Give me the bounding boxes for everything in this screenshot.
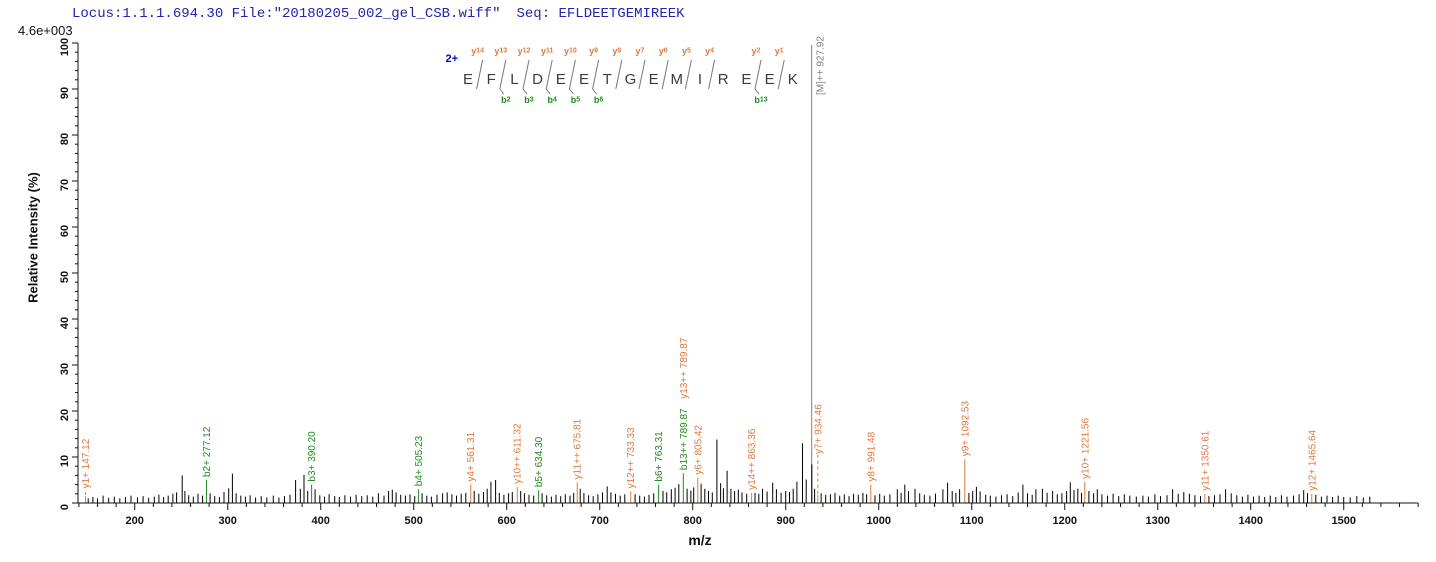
peak-label: y14++ 863.36 bbox=[747, 428, 758, 490]
precursor-charge-label: 2+ bbox=[445, 53, 458, 65]
x-tick-label: 600 bbox=[498, 515, 516, 527]
locus-file-text: Locus:1.1.1.694.30 File:"20180205_002_ge… bbox=[72, 6, 501, 22]
labeled-peaks: y1+ 147.12 b2+ 277.12 b3+ 390.20 b4+ 505.23… bbox=[81, 337, 1318, 503]
y-tick-label: 60 bbox=[59, 225, 71, 237]
peptide-residue: E bbox=[649, 71, 659, 88]
b-ion-ladder-label: b4 bbox=[547, 95, 557, 105]
y-tick-label: 80 bbox=[59, 133, 71, 145]
y-tick-label: 100 bbox=[59, 38, 71, 56]
peptide-residue: M bbox=[671, 71, 684, 88]
b-ion-ladder-label: b3 bbox=[524, 95, 534, 105]
y-tick-label: 30 bbox=[59, 363, 71, 375]
y-ion-ladder-label: y14 bbox=[471, 46, 484, 56]
peak-label: y1+ 147.12 bbox=[81, 438, 92, 488]
x-tick-label: 900 bbox=[777, 515, 795, 527]
y-ion-ladder-label: y2 bbox=[752, 46, 761, 56]
peptide-residue: E bbox=[765, 71, 775, 88]
y-ion-ladder-label: y1 bbox=[775, 46, 784, 56]
y-tick-label: 10 bbox=[59, 455, 71, 467]
x-tick-label: 700 bbox=[591, 515, 609, 527]
peak-label: b4+ 505.23 bbox=[414, 435, 425, 486]
peptide-residue: R bbox=[718, 71, 729, 88]
axes: 200 300 400 500 600 700 800 900 1000 1100 1200 1300… bbox=[59, 38, 1419, 527]
peak-label: y11++ 675.81 bbox=[573, 418, 584, 479]
peaks bbox=[87, 439, 1371, 503]
peptide-residue: I bbox=[698, 71, 702, 88]
precursor-label: [M]++ 927.92 bbox=[816, 36, 827, 95]
y-tick-label: 0 bbox=[59, 504, 71, 510]
seq-value: EFLDEETGEMIREEK bbox=[558, 6, 685, 22]
x-tick-label: 800 bbox=[684, 515, 702, 527]
y-ion-ladder-label: y11 bbox=[541, 46, 554, 56]
b-ion-ladder-label: b2 bbox=[501, 95, 511, 105]
seq-label: Seq: bbox=[516, 6, 559, 22]
y-ion-ladder-label: y10 bbox=[564, 46, 577, 56]
peptide-residue: E bbox=[463, 71, 473, 88]
peptide-residue: D bbox=[532, 71, 543, 88]
x-tick-label: 200 bbox=[126, 515, 144, 527]
peak-label: y6+ 805.42 bbox=[693, 424, 704, 474]
peptide-residue: K bbox=[788, 71, 798, 88]
peak-label: b5+ 634.30 bbox=[534, 436, 545, 487]
y-ion-ladder-label: y9 bbox=[589, 46, 598, 56]
y-tick-label: 90 bbox=[59, 87, 71, 99]
x-tick-label: 1300 bbox=[1145, 515, 1169, 527]
x-axis-label: m/z bbox=[688, 532, 712, 548]
y-ion-ladder-label: y13 bbox=[494, 46, 507, 56]
x-tick-label: 1200 bbox=[1052, 515, 1076, 527]
y-axis-label: Relative Intensity (%) bbox=[25, 172, 41, 303]
peak-label: y8+ 991.48 bbox=[866, 431, 877, 481]
peak-label: y12++ 733.33 bbox=[626, 427, 637, 489]
x-tick-label: 400 bbox=[312, 515, 330, 527]
peptide-residue: E bbox=[556, 71, 566, 88]
x-tick-label: 1000 bbox=[866, 515, 890, 527]
intensity-scale-label: 4.6e+003 bbox=[18, 23, 73, 38]
x-tick-label: 1500 bbox=[1331, 515, 1355, 527]
peak-label: y9+ 1092.53 bbox=[960, 401, 971, 457]
header-text: Locus:1.1.1.694.30 File:"20180205_002_ge… bbox=[72, 6, 685, 22]
peak-label: y4+ 561.31 bbox=[466, 431, 477, 481]
y-ion-ladder-label: y4 bbox=[705, 46, 714, 56]
x-tick-label: 1400 bbox=[1238, 515, 1262, 527]
y-tick-label: 70 bbox=[59, 179, 71, 191]
peak-label: y10++ 611.32 bbox=[513, 423, 524, 484]
peak-label: b3+ 390.20 bbox=[307, 431, 318, 482]
y-ion-ladder-label: y12 bbox=[518, 46, 531, 56]
peak-label: b13++ 789.87 bbox=[679, 408, 690, 470]
x-tick-label: 500 bbox=[405, 515, 423, 527]
peptide-residue: E bbox=[741, 71, 751, 88]
peptide-residue: F bbox=[487, 71, 496, 88]
x-tick-label: 300 bbox=[219, 515, 237, 527]
y-ion-ladder-label: y5 bbox=[682, 46, 691, 56]
b-ion-ladder-label: b6 bbox=[594, 95, 604, 105]
b-ion-ladder-label: b13 bbox=[754, 95, 767, 105]
peak-label: b2+ 277.12 bbox=[202, 426, 213, 477]
peak-label: b6+ 763.31 bbox=[654, 431, 665, 482]
peak-label: y12+ 1465.64 bbox=[1307, 429, 1318, 490]
peak-label: y13++ 789.87 bbox=[679, 337, 690, 399]
peak-label: y7+ 934.46 bbox=[813, 404, 824, 454]
y-tick-label: 50 bbox=[59, 271, 71, 283]
peak-label: y10+ 1221.56 bbox=[1080, 418, 1091, 479]
peak-label: y11+ 1350.61 bbox=[1200, 430, 1211, 491]
peptide-residue: T bbox=[603, 71, 612, 88]
y-tick-label: 40 bbox=[59, 317, 71, 329]
y-tick-label: 20 bbox=[59, 409, 71, 421]
y-ion-ladder-label: y6 bbox=[659, 46, 668, 56]
peptide-residue: L bbox=[510, 71, 518, 88]
precursor-marker: [M]++ 927.92 bbox=[811, 36, 827, 503]
x-tick-label: 1100 bbox=[960, 515, 984, 527]
peptide-residue: G bbox=[625, 71, 637, 88]
noise-peaks bbox=[87, 439, 1371, 503]
y-ion-ladder-label: y7 bbox=[636, 46, 645, 56]
y-ion-ladder-label: y8 bbox=[612, 46, 621, 56]
b-ion-ladder-label: b5 bbox=[571, 95, 581, 105]
peptide-residue: E bbox=[579, 71, 589, 88]
